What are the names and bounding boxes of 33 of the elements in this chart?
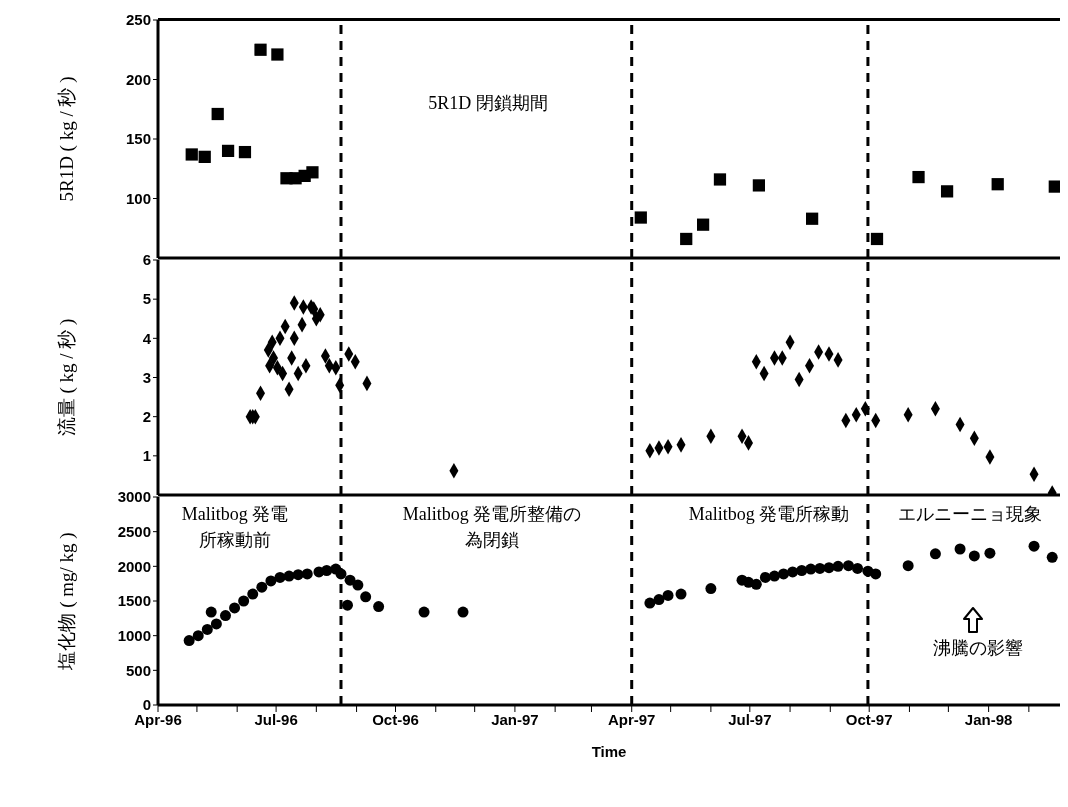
y-axis-title: 塩化物 ( mg/ kg ) <box>55 532 78 671</box>
y-tick-label: 5 <box>142 290 151 308</box>
x-tick-label: Apr-97 <box>607 710 656 728</box>
y-tick-label: 2000 <box>117 557 151 575</box>
y-tick-label: 3000 <box>117 488 151 506</box>
y-tick-label: 150 <box>125 130 151 148</box>
annotation: Malitbog 発電所稼動 <box>687 503 851 526</box>
y-tick-label: 2 <box>142 407 151 425</box>
y-tick-label: 1 <box>142 447 151 465</box>
annotation: Malitbog 発電所整備の為閉鎖 <box>401 503 583 552</box>
y-tick-label: 500 <box>125 661 151 679</box>
y-axis-title: 流量 ( kg / 秒 ) <box>55 318 78 437</box>
x-tick-label: Oct-97 <box>845 710 893 728</box>
y-tick-label: 6 <box>142 251 151 269</box>
y-tick-label: 250 <box>125 11 151 29</box>
y-axis-title: 5R1D ( kg / 秒 ) <box>55 76 78 202</box>
x-tick-label: Jul-96 <box>254 710 298 728</box>
y-tick-label: 200 <box>125 70 151 88</box>
x-tick-label: Jan-98 <box>964 710 1013 728</box>
y-tick-label: 100 <box>125 189 151 207</box>
annotation: 沸騰の影響 <box>932 637 1024 660</box>
y-tick-label: 2500 <box>117 522 151 540</box>
x-tick-label: Oct-96 <box>372 710 419 728</box>
y-tick-label: 4 <box>142 329 152 347</box>
x-axis-title: Time <box>591 743 627 760</box>
annotation: 5R1D 閉鎖期間 <box>427 92 549 115</box>
y-tick-label: 3 <box>142 368 151 386</box>
y-tick-label: 1000 <box>117 626 151 644</box>
x-tick-label: Jul-97 <box>728 710 772 728</box>
annotation: Malitbog 発電所稼動前 <box>180 503 290 552</box>
annotation: エルニーニョ現象 <box>897 503 1043 526</box>
y-tick-label: 1500 <box>117 592 151 610</box>
x-tick-label: Jan-97 <box>491 710 539 728</box>
